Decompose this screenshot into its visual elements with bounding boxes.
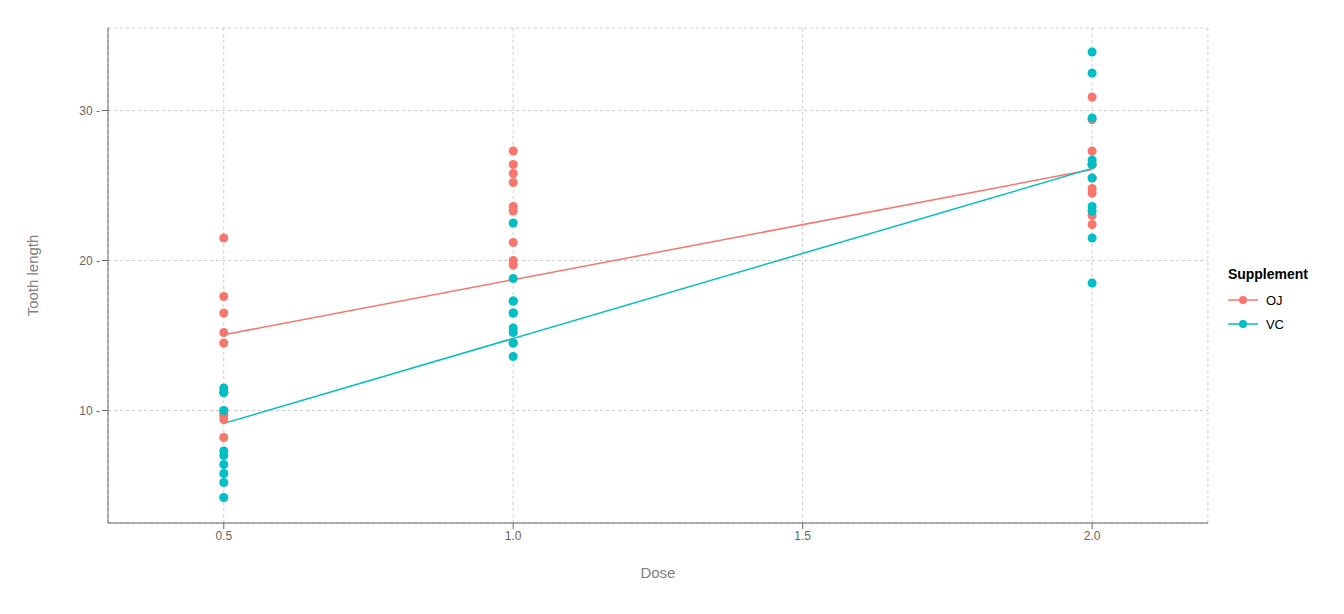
html-text:OJ: OJ: [1265, 292, 1283, 308]
svg-text:Tooth length: Tooth length: [24, 235, 41, 317]
html-text:Supplement: Supplement: [1227, 266, 1308, 282]
svg-text:2.0: 2.0: [1084, 529, 1101, 543]
svg-text:Dose: Dose: [640, 564, 675, 581]
html-text:VC: VC: [1265, 316, 1284, 332]
svg-text:20 -: 20 -: [79, 254, 100, 268]
svg-text:10 -: 10 -: [79, 404, 100, 418]
svg-text:0.5: 0.5: [215, 529, 232, 543]
svg-text:1.0: 1.0: [505, 529, 522, 543]
svg-text:30 -: 30 -: [79, 104, 100, 118]
svg-text:1.5: 1.5: [794, 529, 811, 543]
